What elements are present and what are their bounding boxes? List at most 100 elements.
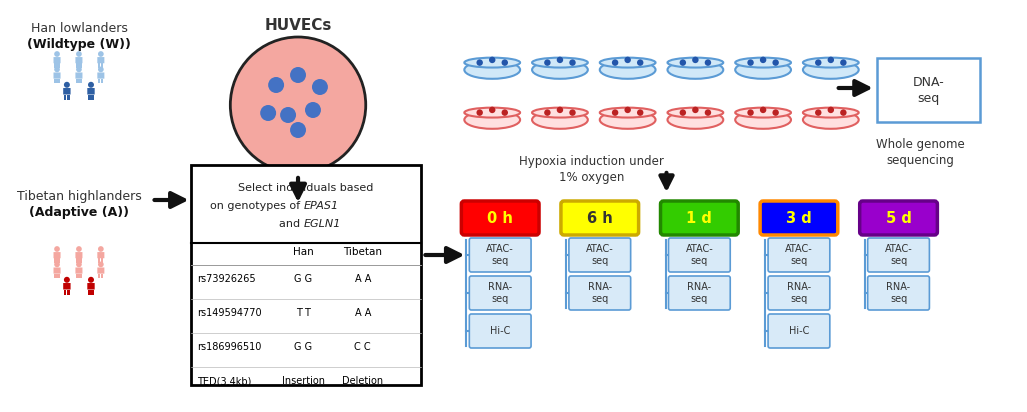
Text: Tibetan highlanders: Tibetan highlanders xyxy=(16,190,142,203)
Ellipse shape xyxy=(803,111,859,129)
Circle shape xyxy=(268,77,284,93)
FancyBboxPatch shape xyxy=(561,201,639,235)
Text: rs73926265: rs73926265 xyxy=(197,274,256,284)
Text: (Wildtype (W)): (Wildtype (W)) xyxy=(27,38,130,51)
Circle shape xyxy=(76,67,82,72)
Ellipse shape xyxy=(735,58,791,68)
Circle shape xyxy=(260,105,276,121)
Ellipse shape xyxy=(803,58,859,68)
Text: rs149594770: rs149594770 xyxy=(197,308,262,318)
Bar xyxy=(68,290,70,295)
Text: 0 h: 0 h xyxy=(487,211,514,225)
FancyBboxPatch shape xyxy=(461,201,539,235)
FancyBboxPatch shape xyxy=(768,314,830,348)
FancyBboxPatch shape xyxy=(469,276,531,310)
Text: G G: G G xyxy=(294,342,312,352)
Text: Whole genome
sequencing: Whole genome sequencing xyxy=(876,138,964,167)
Text: 3 d: 3 d xyxy=(786,211,811,225)
Bar xyxy=(79,274,81,279)
FancyBboxPatch shape xyxy=(569,276,631,310)
Bar xyxy=(58,79,60,84)
Text: A A: A A xyxy=(354,274,371,284)
Circle shape xyxy=(88,82,94,88)
Ellipse shape xyxy=(668,61,723,79)
Bar xyxy=(79,63,81,68)
Text: Select individuals based: Select individuals based xyxy=(238,183,374,193)
Circle shape xyxy=(569,109,576,116)
Text: 1 d: 1 d xyxy=(686,211,713,225)
Text: (Adaptive (A)): (Adaptive (A)) xyxy=(29,206,129,219)
Circle shape xyxy=(544,109,550,116)
Text: rs186996510: rs186996510 xyxy=(197,342,262,352)
Circle shape xyxy=(569,59,576,66)
Bar xyxy=(58,63,60,68)
Bar xyxy=(191,165,420,385)
Circle shape xyxy=(290,67,306,83)
Circle shape xyxy=(624,107,631,113)
Text: Tibetan: Tibetan xyxy=(343,247,382,257)
Circle shape xyxy=(54,67,60,72)
Bar xyxy=(76,258,78,263)
Bar xyxy=(99,79,101,84)
Circle shape xyxy=(828,107,834,113)
Bar xyxy=(102,63,104,68)
Circle shape xyxy=(760,107,766,113)
Circle shape xyxy=(54,262,60,267)
Text: on genotypes of: on genotypes of xyxy=(211,201,304,211)
Bar xyxy=(58,274,60,279)
Text: Han lowlanders: Han lowlanders xyxy=(31,22,127,35)
Text: 6 h: 6 h xyxy=(586,211,613,225)
Circle shape xyxy=(98,51,104,57)
Text: A A: A A xyxy=(354,308,371,318)
FancyBboxPatch shape xyxy=(75,267,82,274)
Circle shape xyxy=(76,262,82,267)
Ellipse shape xyxy=(464,58,520,68)
Ellipse shape xyxy=(600,108,655,117)
Circle shape xyxy=(637,109,644,116)
Circle shape xyxy=(557,57,563,63)
Circle shape xyxy=(748,59,754,66)
Text: Han: Han xyxy=(293,247,313,257)
FancyBboxPatch shape xyxy=(87,88,94,94)
Bar xyxy=(102,79,104,84)
Circle shape xyxy=(772,109,778,116)
Circle shape xyxy=(501,59,508,66)
Ellipse shape xyxy=(803,108,859,117)
FancyBboxPatch shape xyxy=(98,73,105,79)
Circle shape xyxy=(840,109,846,116)
Ellipse shape xyxy=(532,111,587,129)
Circle shape xyxy=(612,59,618,66)
Text: ATAC-
seq: ATAC- seq xyxy=(487,244,515,266)
Circle shape xyxy=(76,246,82,252)
FancyBboxPatch shape xyxy=(868,276,929,310)
FancyBboxPatch shape xyxy=(64,283,71,290)
Ellipse shape xyxy=(464,108,520,117)
Circle shape xyxy=(280,107,296,123)
Bar xyxy=(99,274,101,279)
Circle shape xyxy=(692,57,698,63)
Circle shape xyxy=(76,51,82,57)
Ellipse shape xyxy=(735,61,791,79)
Circle shape xyxy=(290,122,306,138)
FancyBboxPatch shape xyxy=(669,238,730,272)
FancyBboxPatch shape xyxy=(53,267,61,274)
FancyBboxPatch shape xyxy=(53,73,61,79)
Circle shape xyxy=(815,109,822,116)
Circle shape xyxy=(840,59,846,66)
Circle shape xyxy=(815,59,822,66)
Circle shape xyxy=(692,107,698,113)
Circle shape xyxy=(230,37,366,173)
Circle shape xyxy=(828,57,834,63)
Circle shape xyxy=(489,107,495,113)
FancyBboxPatch shape xyxy=(53,252,61,258)
FancyBboxPatch shape xyxy=(98,57,105,63)
FancyBboxPatch shape xyxy=(64,88,71,94)
Text: RNA-
seq: RNA- seq xyxy=(787,282,811,304)
Text: T T: T T xyxy=(296,308,310,318)
Bar xyxy=(91,290,93,295)
Text: C C: C C xyxy=(354,342,371,352)
Circle shape xyxy=(88,277,94,283)
Text: Deletion: Deletion xyxy=(342,376,383,386)
Circle shape xyxy=(772,59,778,66)
FancyBboxPatch shape xyxy=(768,276,830,310)
